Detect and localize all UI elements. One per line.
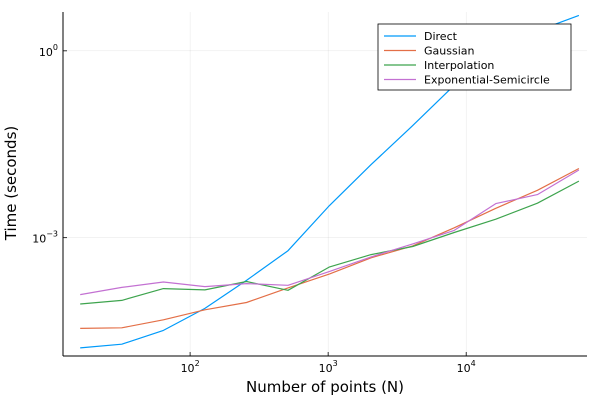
- series-line-interpolation: [80, 180, 580, 305]
- axes: [62, 12, 587, 357]
- series-line-exponential-semicircle: [80, 169, 580, 296]
- legend-label: Interpolation: [424, 59, 494, 72]
- legend-label: Gaussian: [424, 45, 474, 58]
- legend-label: Direct: [424, 30, 458, 43]
- y-axis-label: Time (seconds): [2, 126, 20, 242]
- series-line-gaussian: [80, 167, 580, 329]
- legend-label: Exponential-Semicircle: [424, 74, 550, 87]
- x-axis-label: Number of points (N): [246, 378, 404, 396]
